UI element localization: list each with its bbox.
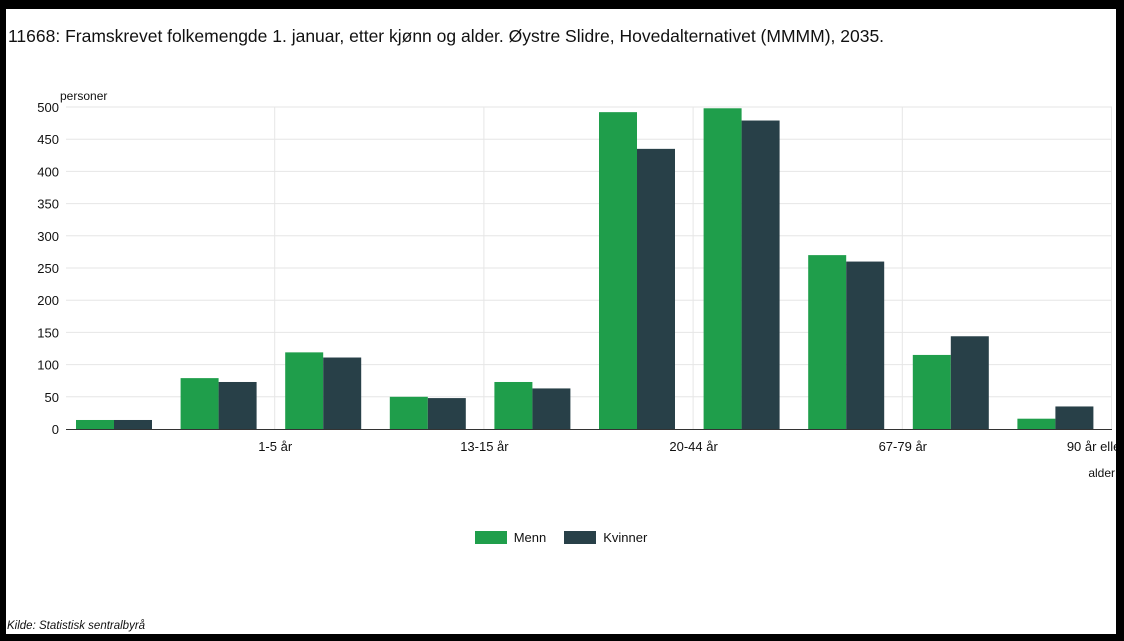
- bar-chart: 0 50 100 150 200 250 300 350 400 450 500 1-5 år 13-1…: [37, 89, 1116, 480]
- source-note: Kilde: Statistisk sentralbyrå: [7, 620, 146, 632]
- x-tick-label: 1-5 år: [258, 439, 293, 454]
- x-tick-label: 90 år eller eldre: [1067, 439, 1116, 454]
- legend-label-kvinner: Kvinner: [603, 530, 648, 545]
- chart-title: 11668: Framskrevet folkemengde 1. januar…: [8, 26, 885, 46]
- bar-menn-3[interactable]: [285, 352, 324, 429]
- y-tick-label: 500: [37, 100, 59, 115]
- bar-kvinner-7[interactable]: [741, 120, 780, 430]
- legend-swatch-kvinner: [564, 531, 597, 544]
- bar-kvinner-6[interactable]: [637, 148, 675, 430]
- bar-menn-2[interactable]: [180, 378, 219, 429]
- legend-swatch-menn: [474, 531, 507, 544]
- bar-menn-5[interactable]: [494, 381, 533, 429]
- x-tick-label: 13-15 år: [460, 439, 509, 454]
- bar-menn-10[interactable]: [1017, 418, 1056, 429]
- bar-menn-9[interactable]: [912, 354, 951, 429]
- bar-menn-7[interactable]: [703, 108, 742, 430]
- chart-panel: 11668: Framskrevet folkemengde 1. januar…: [6, 9, 1116, 634]
- y-tick-label: 250: [37, 261, 59, 276]
- x-axis-title: alder: [1088, 466, 1115, 480]
- bar-kvinner-2[interactable]: [218, 381, 257, 429]
- y-tick-label: 50: [45, 390, 59, 405]
- bar-menn-8[interactable]: [808, 255, 847, 429]
- bar-kvinner-8[interactable]: [846, 261, 885, 429]
- bar-kvinner-9[interactable]: [950, 336, 989, 429]
- bar-kvinner-3[interactable]: [323, 357, 362, 429]
- legend: Menn Kvinner: [6, 530, 1116, 545]
- x-tick-label: 20-44 år: [669, 439, 718, 454]
- bar-kvinner-10[interactable]: [1055, 406, 1094, 429]
- y-tick-label: 150: [37, 325, 59, 340]
- bar-kvinner-5[interactable]: [532, 388, 571, 429]
- y-tick-label: 300: [37, 229, 59, 244]
- x-tick-label: 67-79 år: [879, 439, 928, 454]
- y-tick-label: 400: [37, 164, 59, 179]
- y-tick-label: 100: [37, 358, 59, 373]
- bar-menn-6[interactable]: [599, 112, 637, 429]
- y-tick-label: 350: [37, 197, 59, 212]
- y-tick-label: 450: [37, 132, 59, 147]
- y-axis-title: personer: [60, 89, 107, 103]
- y-tick-label: 0: [52, 422, 59, 437]
- bar-menn-4[interactable]: [389, 396, 428, 429]
- bar-kvinner-4[interactable]: [427, 398, 466, 429]
- bar-menn-1[interactable]: [76, 419, 114, 429]
- legend-item-menn[interactable]: Menn: [474, 530, 547, 545]
- y-tick-label: 200: [37, 293, 59, 308]
- bar-kvinner-1[interactable]: [114, 419, 152, 429]
- legend-label-menn: Menn: [513, 530, 547, 545]
- legend-item-kvinner[interactable]: Kvinner: [564, 530, 647, 545]
